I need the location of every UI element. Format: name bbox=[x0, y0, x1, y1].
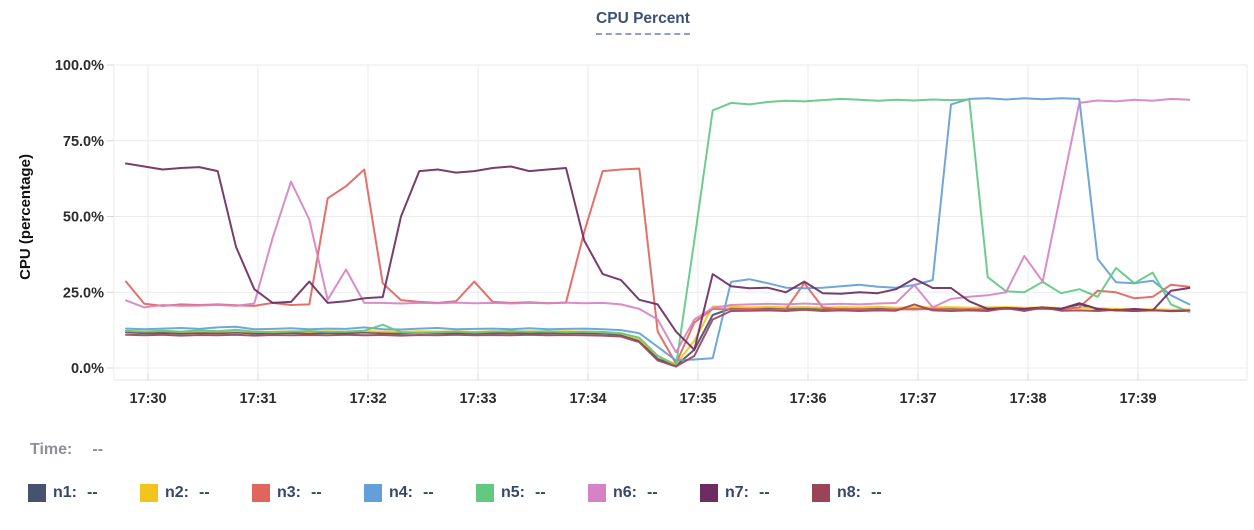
y-axis-title: CPU (percentage) bbox=[17, 154, 34, 280]
legend-label-n6: n6: bbox=[613, 484, 637, 501]
legend-label-n4: n4: bbox=[389, 484, 413, 501]
x-tick-label: 17:31 bbox=[239, 391, 276, 407]
legend-swatch-n2 bbox=[140, 484, 158, 502]
legend-swatch-n5 bbox=[476, 484, 494, 502]
legend-value-n7: -- bbox=[759, 484, 770, 501]
legend-swatch-n6 bbox=[588, 484, 606, 502]
series-line-n5 bbox=[125, 97, 1191, 367]
legend-item-n6[interactable]: n6: -- bbox=[588, 484, 700, 502]
series-line-n8 bbox=[125, 303, 1191, 368]
legend-label-n7: n7: bbox=[725, 484, 749, 501]
legend-label-n3: n3: bbox=[277, 484, 301, 501]
chart-legend: n1: -- n2: -- n3: -- n4: -- n5: -- n6: -… bbox=[28, 484, 924, 502]
legend-item-n7[interactable]: n7: -- bbox=[700, 484, 812, 502]
legend-swatch-n1 bbox=[28, 484, 46, 502]
hover-time-readout: Time: -- bbox=[30, 441, 103, 459]
legend-label-n1: n1: bbox=[53, 484, 77, 501]
legend-swatch-n4 bbox=[364, 484, 382, 502]
legend-item-n2[interactable]: n2: -- bbox=[140, 484, 252, 502]
legend-item-n4[interactable]: n4: -- bbox=[364, 484, 476, 502]
legend-item-n1[interactable]: n1: -- bbox=[28, 484, 140, 502]
legend-swatch-n7 bbox=[700, 484, 718, 502]
time-label: Time: bbox=[30, 441, 73, 458]
legend-value-n1: -- bbox=[87, 484, 98, 501]
legend-item-n5[interactable]: n5: -- bbox=[476, 484, 588, 502]
x-tick-label: 17:32 bbox=[349, 391, 386, 407]
legend-label-n2: n2: bbox=[165, 484, 189, 501]
x-tick-label: 17:35 bbox=[679, 391, 716, 407]
legend-swatch-n3 bbox=[252, 484, 270, 502]
series-line-n7 bbox=[125, 162, 1191, 351]
legend-label-n5: n5: bbox=[501, 484, 525, 501]
cpu-line-chart[interactable]: 100.0% 75.0% 50.0% 25.0% 0.0% 17:30 17:31 17:32… bbox=[0, 0, 1254, 425]
legend-value-n5: -- bbox=[535, 484, 546, 501]
series-line-n6 bbox=[125, 97, 1191, 354]
legend-item-n3[interactable]: n3: -- bbox=[252, 484, 364, 502]
legend-label-n8: n8: bbox=[837, 484, 861, 501]
x-tick-label: 17:38 bbox=[1009, 391, 1046, 407]
time-value: -- bbox=[92, 441, 104, 458]
x-tick-label: 17:30 bbox=[129, 391, 166, 407]
legend-item-n8[interactable]: n8: -- bbox=[812, 484, 924, 502]
y-tick-label: 50.0% bbox=[63, 210, 104, 226]
y-tick-label: 25.0% bbox=[63, 285, 104, 301]
x-tick-label: 17:33 bbox=[459, 391, 496, 407]
y-tick-label: 75.0% bbox=[63, 134, 104, 150]
chart-title-row: CPU Percent bbox=[0, 10, 1254, 35]
legend-value-n2: -- bbox=[199, 484, 210, 501]
x-tick-label: 17:37 bbox=[899, 391, 936, 407]
x-tick-label: 17:39 bbox=[1119, 391, 1156, 407]
y-tick-label: 0.0% bbox=[71, 361, 104, 377]
legend-value-n4: -- bbox=[423, 484, 434, 501]
x-tick-label: 17:36 bbox=[789, 391, 826, 407]
legend-swatch-n8 bbox=[812, 484, 830, 502]
series-line-n4 bbox=[125, 97, 1191, 362]
y-tick-label: 100.0% bbox=[55, 58, 104, 74]
x-tick-label: 17:34 bbox=[569, 391, 606, 407]
chart-title[interactable]: CPU Percent bbox=[596, 10, 690, 35]
legend-value-n3: -- bbox=[311, 484, 322, 501]
legend-value-n8: -- bbox=[871, 484, 882, 501]
legend-value-n6: -- bbox=[647, 484, 658, 501]
